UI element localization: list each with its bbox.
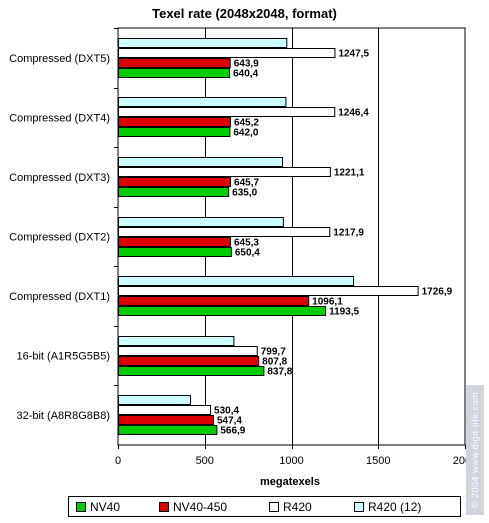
x-tick-label: 1000	[279, 455, 303, 467]
bar-r420	[118, 405, 212, 415]
category-label: Compressed (DXT3)	[9, 172, 110, 184]
data-label-r420: 1217,9	[333, 228, 364, 239]
legend-item-r420-12: R420 (12)	[354, 500, 421, 514]
data-label-r420: 799,7	[261, 347, 286, 358]
bar-nv40	[118, 68, 231, 78]
data-label-nv40-450: 547,4	[217, 416, 242, 427]
category-label: 16-bit (A1R5G5B5)	[16, 351, 110, 363]
legend-swatch-nv40	[76, 502, 86, 512]
bar-nv40-450	[118, 415, 214, 425]
data-label-nv40: 635,0	[232, 188, 257, 199]
data-label-nv40: 1193,5	[329, 307, 359, 318]
x-tick-label: 500	[196, 455, 214, 467]
bar-r420	[118, 346, 258, 356]
data-label-nv40: 566,9	[220, 426, 245, 437]
data-label-r420: 530,4	[214, 406, 239, 417]
watermark: © 2004 www.digit-life.com	[466, 385, 484, 515]
data-label-r420: 1726,9	[422, 287, 453, 298]
data-label-nv40: 642,0	[233, 128, 258, 139]
legend-item-r420: R420	[269, 500, 312, 514]
legend-label-r420: R420	[283, 500, 312, 514]
data-label-nv40-450: 643,9	[234, 59, 259, 70]
legend-label-r420-12: R420 (12)	[368, 500, 422, 514]
x-tick-label: 0	[115, 455, 121, 467]
chart-title: Texel rate (2048x2048, format)	[152, 6, 337, 21]
legend-label-nv40-450: NV40-450	[173, 500, 228, 514]
legend: NV40 NV40-450 R420 R420 (12)	[68, 496, 461, 517]
category-label: Compressed (DXT2)	[9, 232, 110, 244]
legend-label-nv40: NV40	[90, 500, 121, 514]
bar-r420-12	[118, 336, 235, 346]
data-label-nv40-450: 807,8	[262, 357, 287, 368]
bar-r420-12	[118, 395, 192, 405]
bar-r420	[118, 48, 336, 58]
bar-nv40	[118, 425, 218, 435]
data-label-nv40: 837,8	[267, 367, 292, 378]
x-axis-label: megatexels	[260, 476, 320, 488]
data-label-nv40-450: 645,2	[234, 118, 259, 129]
bar-r420-12	[118, 97, 287, 107]
bar-r420	[118, 107, 336, 117]
bar-nv40-450	[118, 177, 232, 187]
legend-swatch-r420-12	[354, 502, 364, 512]
data-label-r420: 1246,4	[338, 108, 369, 119]
data-label-nv40-450: 645,7	[234, 178, 259, 189]
bar-r420-12	[118, 38, 288, 48]
bar-nv40	[118, 127, 231, 137]
legend-swatch-r420	[269, 502, 279, 512]
category-label: Compressed (DXT5)	[9, 53, 110, 65]
category-label: 32-bit (A8R8G8B8)	[16, 410, 110, 422]
watermark-text: © 2004 www.digit-life.com	[470, 391, 480, 509]
data-label-nv40: 640,4	[233, 69, 258, 80]
bar-nv40-450	[118, 58, 231, 68]
legend-item-nv40-450: NV40-450	[159, 500, 227, 514]
data-label-nv40-450: 645,3	[234, 238, 259, 249]
data-label-r420: 1247,5	[338, 49, 369, 60]
bar-r420-12	[118, 157, 283, 167]
bar-nv40-450	[118, 356, 260, 366]
x-tick-label: 1500	[366, 455, 390, 467]
data-label-nv40-450: 1096,1	[312, 297, 343, 308]
bar-r420	[118, 167, 331, 177]
data-label-r420: 1221,1	[334, 168, 365, 179]
bar-r420	[118, 286, 419, 296]
bar-nv40-450	[118, 117, 231, 127]
bar-nv40	[118, 306, 327, 316]
bar-nv40	[118, 247, 232, 257]
bar-nv40-450	[118, 296, 310, 306]
data-label-nv40: 650,4	[235, 248, 260, 259]
bar-nv40-450	[118, 237, 231, 247]
legend-item-nv40: NV40	[76, 500, 120, 514]
bar-r420	[118, 227, 331, 237]
bar-r420-12	[118, 217, 284, 227]
bar-r420-12	[118, 276, 355, 286]
bar-nv40	[118, 366, 265, 376]
legend-swatch-nv40-450	[159, 502, 169, 512]
category-label: Compressed (DXT1)	[9, 291, 110, 303]
category-label: Compressed (DXT4)	[9, 112, 110, 124]
bar-nv40	[118, 187, 230, 197]
